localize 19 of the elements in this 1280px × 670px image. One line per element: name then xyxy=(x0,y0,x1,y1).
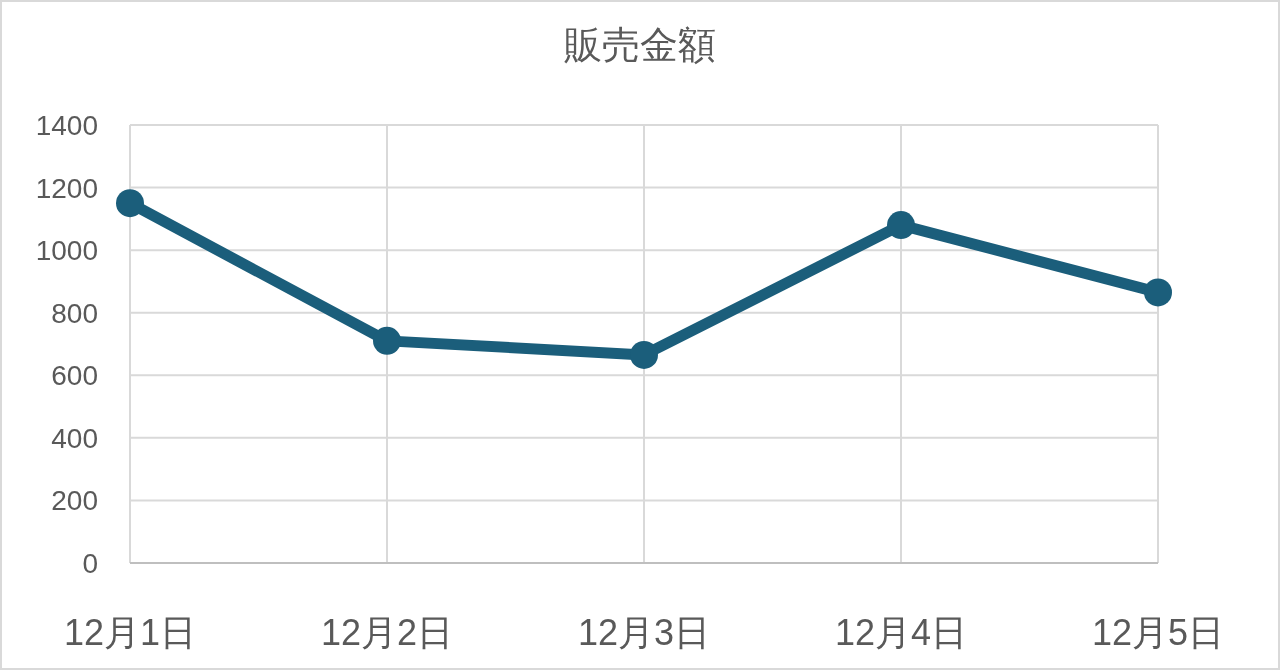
point xyxy=(116,189,144,218)
y-tick-label: 200 xyxy=(51,485,98,517)
y-tick-label: 1400 xyxy=(35,110,98,141)
y-tick-label: 800 xyxy=(51,297,98,329)
point xyxy=(630,340,658,369)
x-tick-label: 12月2日 xyxy=(320,612,454,653)
y-tick-label: 1000 xyxy=(35,235,98,267)
y-tick-label: 1200 xyxy=(35,172,98,204)
chart-title: 販売金額 xyxy=(564,24,716,66)
y-tick-label: 400 xyxy=(51,422,98,454)
point xyxy=(887,211,915,240)
x-tick-label: 12月5日 xyxy=(1091,612,1225,653)
point xyxy=(373,326,401,355)
x-tick-label: 12月3日 xyxy=(577,612,711,653)
y-tick-label: 600 xyxy=(51,360,98,392)
x-tick-label: 12月1日 xyxy=(63,612,197,653)
y-tick-label: 0 xyxy=(82,548,98,579)
x-tick-label: 12月4日 xyxy=(834,612,968,653)
point xyxy=(1144,278,1172,307)
